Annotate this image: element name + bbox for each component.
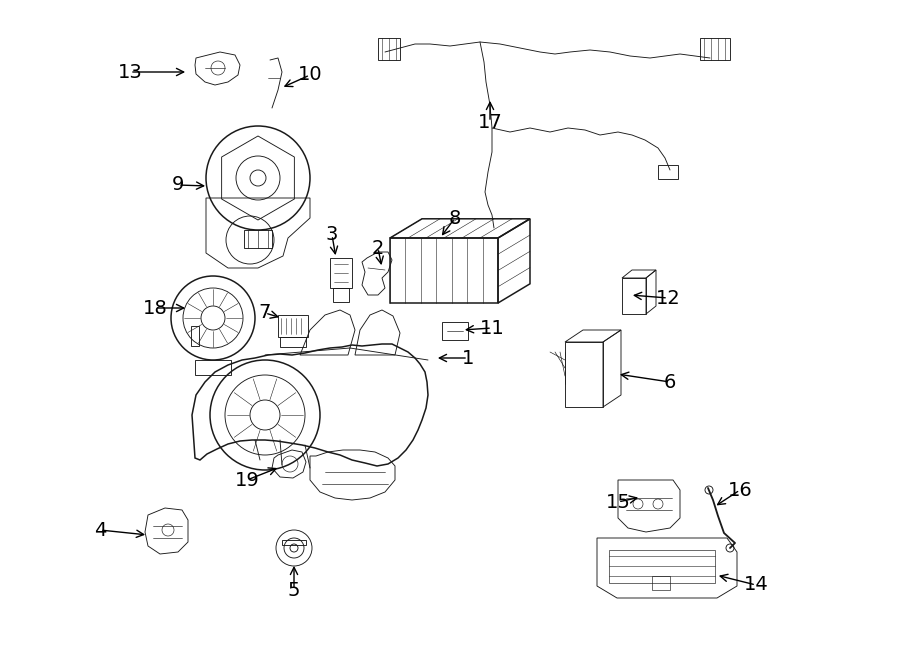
Text: 19: 19 [235,471,259,490]
Text: 17: 17 [478,112,502,132]
Bar [442,322,468,340]
Bar [191,326,199,346]
Text: 14: 14 [743,576,769,594]
Bar [278,315,308,337]
Text: 12: 12 [655,288,680,307]
Bar [282,540,306,545]
Bar [330,258,352,288]
Text: 6: 6 [664,373,676,391]
Text: 13: 13 [118,63,142,81]
Text: 4: 4 [94,520,106,539]
Text: 2: 2 [372,239,384,258]
Text: 9: 9 [172,176,184,194]
Text: 5: 5 [288,580,301,600]
Text: 15: 15 [606,492,630,512]
Bar [333,288,349,302]
Text: 7: 7 [259,303,271,323]
Bar [378,38,400,60]
Text: 1: 1 [462,348,474,368]
Text: 3: 3 [326,225,338,245]
Bar [280,337,306,347]
Text: 16: 16 [727,481,752,500]
Bar [652,576,670,590]
Text: 11: 11 [480,319,504,338]
Bar [244,230,272,248]
Bar [658,165,678,179]
Text: 8: 8 [449,208,461,227]
Text: 10: 10 [298,65,322,85]
Bar [700,38,730,60]
Text: 18: 18 [142,299,167,317]
